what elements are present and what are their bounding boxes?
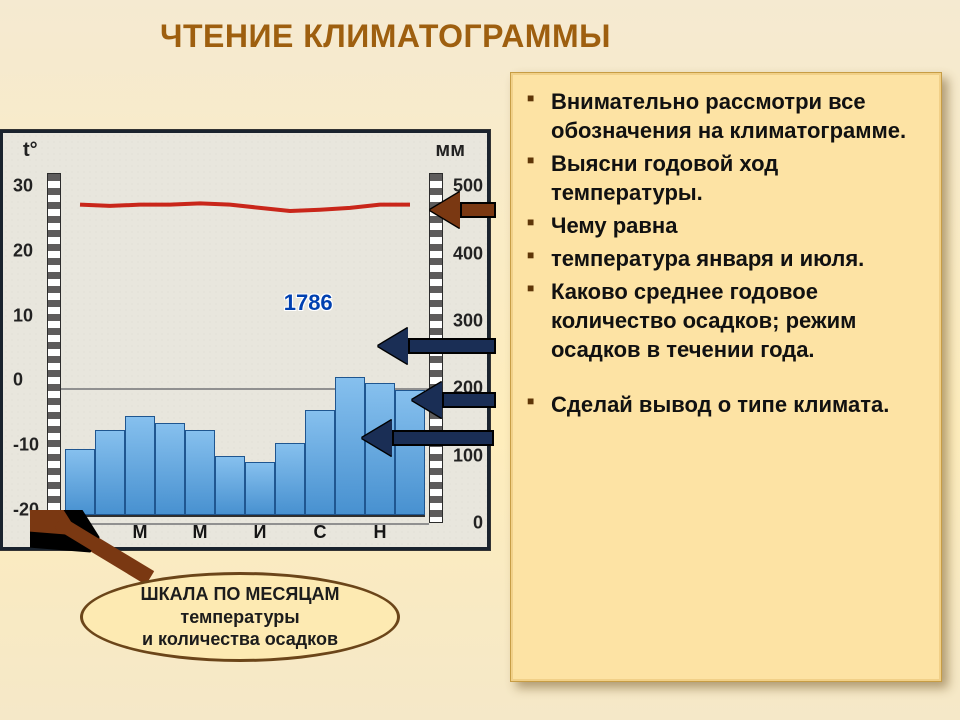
month-labels: ЯММИСН [65,522,425,543]
scale-caption-oval: ШКАЛА ПО МЕСЯЦАМ температуры и количеств… [80,572,400,662]
right-axis-label: мм [435,139,465,162]
precip-bar [305,410,335,515]
month-label: И [245,522,275,543]
month-label [95,522,125,543]
month-label: М [125,522,155,543]
precip-bar [125,416,155,515]
instruction-item: Каково среднее годовое количество осадко… [551,277,923,364]
instructions-panel: Внимательно рассмотри все обозначения на… [510,72,942,682]
precip-bar [275,443,305,515]
ytick-right: 0 [445,513,483,534]
left-axis-label: t° [23,139,38,162]
ytick-right: 300 [445,311,483,332]
precip-bar [155,423,185,515]
month-label: Н [365,522,395,543]
precip-bar [95,430,125,516]
precip-bar [245,462,275,515]
instructions-list: Внимательно рассмотри все обозначения на… [551,87,923,419]
ytick-left: -20 [13,500,39,521]
instruction-item: Внимательно рассмотри все обозначения на… [551,87,923,145]
ytick-left: 20 [13,240,33,261]
plot-area [65,173,425,517]
annual-precipitation-label: 1786 [284,290,333,316]
oval-line3: и количества осадков [142,628,338,651]
oval-line1: ШКАЛА ПО МЕСЯЦАМ [141,583,340,606]
precip-bar [335,377,365,515]
instruction-item: Сделай вывод о типе климата. [551,390,923,419]
month-label [395,522,425,543]
month-label: Я [65,522,95,543]
month-label [335,522,365,543]
oval-line2: температуры [180,606,299,629]
page-title: ЧТЕНИЕ КЛИМАТОГРАММЫ [160,18,611,55]
month-label [275,522,305,543]
precip-bar [65,449,95,515]
ytick-left: 10 [13,305,33,326]
instruction-item: Выясни годовой ход температуры. [551,149,923,207]
ytick-left: -10 [13,435,39,456]
month-label: М [185,522,215,543]
month-label [155,522,185,543]
ytick-left: 30 [13,175,33,196]
instruction-item: температура января и июля. [551,244,923,273]
month-label: С [305,522,335,543]
instruction-item: Чему равна [551,211,923,240]
ytick-right: 400 [445,243,483,264]
precip-bar [185,430,215,516]
ytick-left: 0 [13,370,23,391]
ytick-right: 100 [445,445,483,466]
month-label [215,522,245,543]
left-scale-strip [47,173,61,523]
precip-bar [215,456,245,515]
